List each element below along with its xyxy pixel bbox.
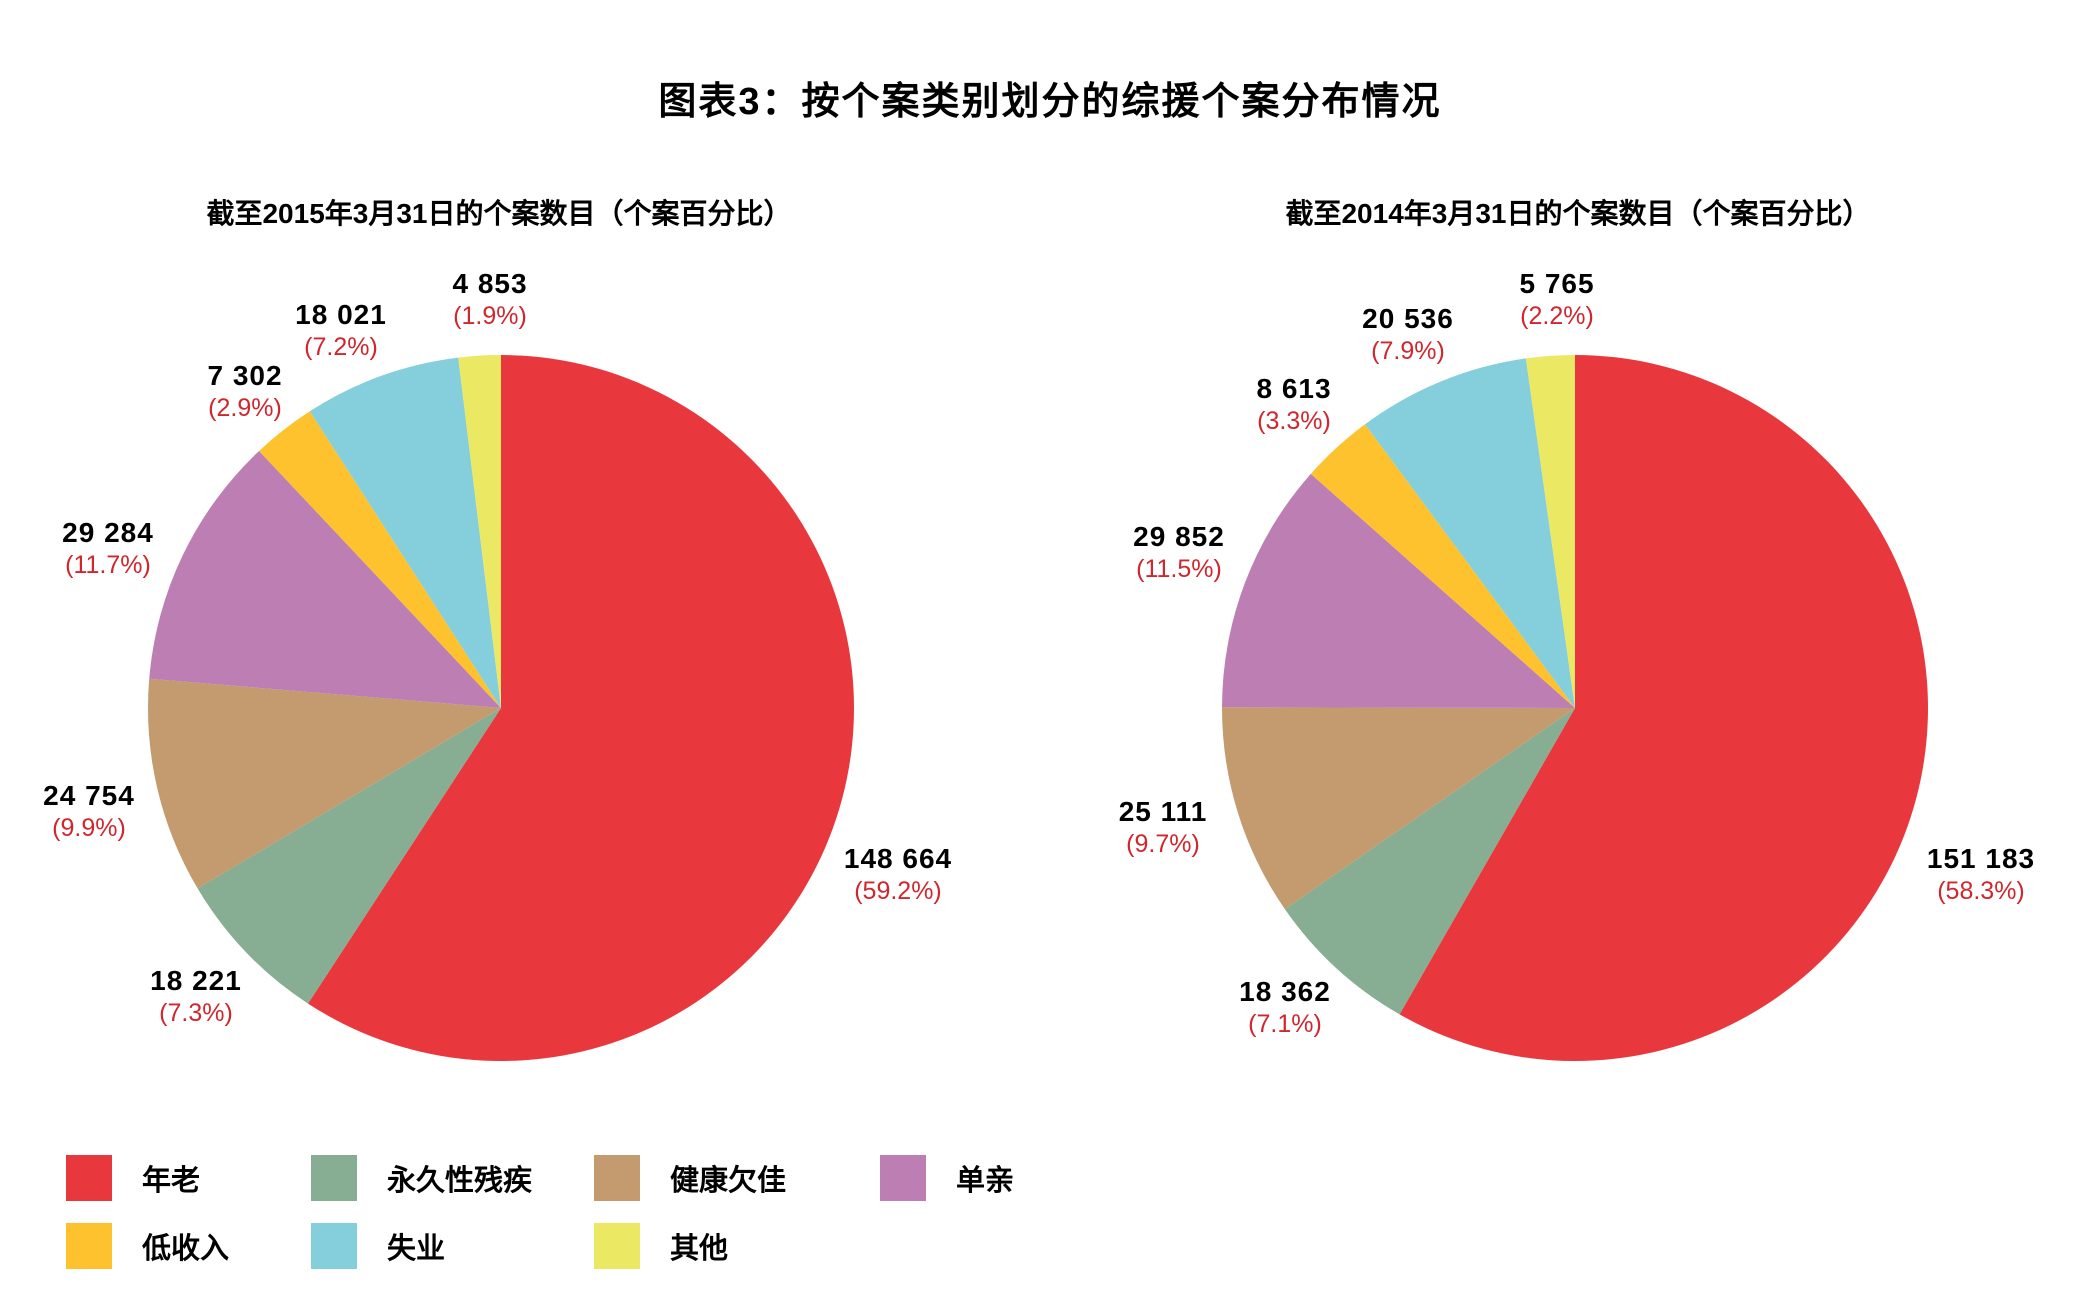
pie-slice-0 bbox=[1399, 355, 1929, 1061]
data-label: 29 284 (11.7%) bbox=[62, 516, 154, 580]
data-label: 24 754 (9.9%) bbox=[43, 779, 135, 843]
pie-slice-2 bbox=[1222, 707, 1575, 910]
legend-item-low-earnings: 低收入 bbox=[66, 1223, 229, 1269]
label-percent: (9.7%) bbox=[1126, 829, 1200, 858]
legend-item-single-parent: 单亲 bbox=[880, 1155, 1014, 1201]
data-label: 5 765 (2.2%) bbox=[1519, 267, 1594, 331]
data-label: 18 021 (7.2%) bbox=[295, 298, 387, 362]
subtitle-2014: 截至2014年3月31日的个案数目（个案百分比） bbox=[1285, 198, 1871, 229]
legend-item-elderly: 年老 bbox=[66, 1155, 200, 1201]
data-label: 8 613 (3.3%) bbox=[1256, 372, 1331, 436]
pie-slice-5 bbox=[1365, 358, 1575, 708]
legend-item-disability: 永久性残疾 bbox=[311, 1155, 532, 1201]
label-value: 20 536 bbox=[1362, 303, 1454, 334]
legend-item-ill-health: 健康欠佳 bbox=[594, 1155, 786, 1201]
data-label: 148 664 (59.2%) bbox=[844, 842, 952, 906]
label-value: 18 221 bbox=[150, 965, 242, 996]
label-percent: (11.7%) bbox=[65, 550, 151, 579]
legend-swatch bbox=[594, 1223, 640, 1269]
pie-slice-3 bbox=[149, 450, 502, 708]
legend-item-others: 其他 bbox=[594, 1223, 728, 1269]
label-value: 29 284 bbox=[62, 517, 154, 548]
label-percent: (58.3%) bbox=[1937, 876, 2025, 905]
label-percent: (59.2%) bbox=[854, 876, 942, 905]
legend-swatch bbox=[880, 1155, 926, 1201]
label-value: 25 111 bbox=[1118, 796, 1208, 827]
chart-title: 图表3：按个案类别划分的综援个案分布情况 bbox=[658, 81, 1442, 123]
legend-label: 单亲 bbox=[956, 1165, 1015, 1197]
label-percent: (2.9%) bbox=[208, 393, 282, 422]
data-label: 29 852 (11.5%) bbox=[1133, 520, 1225, 584]
label-percent: (11.5%) bbox=[1136, 554, 1222, 583]
label-percent: (9.9%) bbox=[52, 813, 126, 842]
data-label: 20 536 (7.9%) bbox=[1362, 302, 1454, 366]
data-label: 151 183 (58.3%) bbox=[1927, 842, 2035, 906]
data-label: 25 111 (9.7%) bbox=[1119, 795, 1208, 859]
label-percent: (1.9%) bbox=[453, 301, 527, 330]
pie-slice-1 bbox=[197, 708, 501, 1004]
legend-label: 年老 bbox=[142, 1165, 201, 1197]
label-percent: (7.2%) bbox=[304, 332, 378, 361]
label-value: 7 302 bbox=[207, 360, 283, 391]
subtitle-2015: 截至2015年3月31日的个案数目（个案百分比） bbox=[206, 198, 792, 229]
pie-chart-2014 bbox=[1222, 355, 1929, 1061]
label-percent: (7.1%) bbox=[1248, 1009, 1322, 1038]
pie-slice-6 bbox=[458, 355, 501, 708]
legend-item-unemployment: 失业 bbox=[311, 1223, 445, 1269]
legend-swatch bbox=[66, 1155, 112, 1201]
pie-chart-2015 bbox=[148, 355, 854, 1061]
label-value: 5 765 bbox=[1519, 268, 1595, 299]
label-percent: (2.2%) bbox=[1520, 301, 1594, 330]
label-value: 8 613 bbox=[1256, 373, 1332, 404]
label-value: 18 021 bbox=[295, 299, 387, 330]
pie-slice-0 bbox=[308, 355, 854, 1061]
label-value: 151 183 bbox=[1926, 843, 2036, 874]
label-percent: (3.3%) bbox=[1257, 406, 1331, 435]
label-value: 29 852 bbox=[1133, 521, 1225, 552]
pie-slice-4 bbox=[259, 411, 501, 708]
data-label: 4 853 (1.9%) bbox=[452, 267, 527, 331]
label-value: 18 362 bbox=[1239, 976, 1331, 1007]
legend-label: 健康欠佳 bbox=[670, 1165, 787, 1197]
legend-swatch bbox=[311, 1155, 357, 1201]
data-label: 7 302 (2.9%) bbox=[207, 359, 282, 423]
pie-slice-3 bbox=[1222, 473, 1575, 708]
data-label: 18 362 (7.1%) bbox=[1239, 975, 1331, 1039]
label-value: 148 664 bbox=[843, 843, 953, 874]
legend-swatch bbox=[66, 1223, 112, 1269]
pie-slice-4 bbox=[1310, 424, 1575, 708]
label-value: 4 853 bbox=[452, 268, 528, 299]
data-label: 18 221 (7.3%) bbox=[150, 964, 242, 1028]
label-value: 24 754 bbox=[43, 780, 135, 811]
pie-slice-2 bbox=[148, 678, 501, 889]
legend-swatch bbox=[594, 1155, 640, 1201]
pie-slice-5 bbox=[309, 357, 501, 708]
pie-slice-6 bbox=[1525, 355, 1575, 708]
pie-slice-1 bbox=[1284, 708, 1575, 1015]
legend-label: 低收入 bbox=[142, 1233, 230, 1265]
legend-label: 其他 bbox=[670, 1233, 729, 1265]
legend-label: 永久性残疾 bbox=[387, 1165, 533, 1197]
legend-label: 失业 bbox=[387, 1233, 446, 1265]
label-percent: (7.9%) bbox=[1371, 336, 1445, 365]
label-percent: (7.3%) bbox=[159, 998, 233, 1027]
legend-swatch bbox=[311, 1223, 357, 1269]
